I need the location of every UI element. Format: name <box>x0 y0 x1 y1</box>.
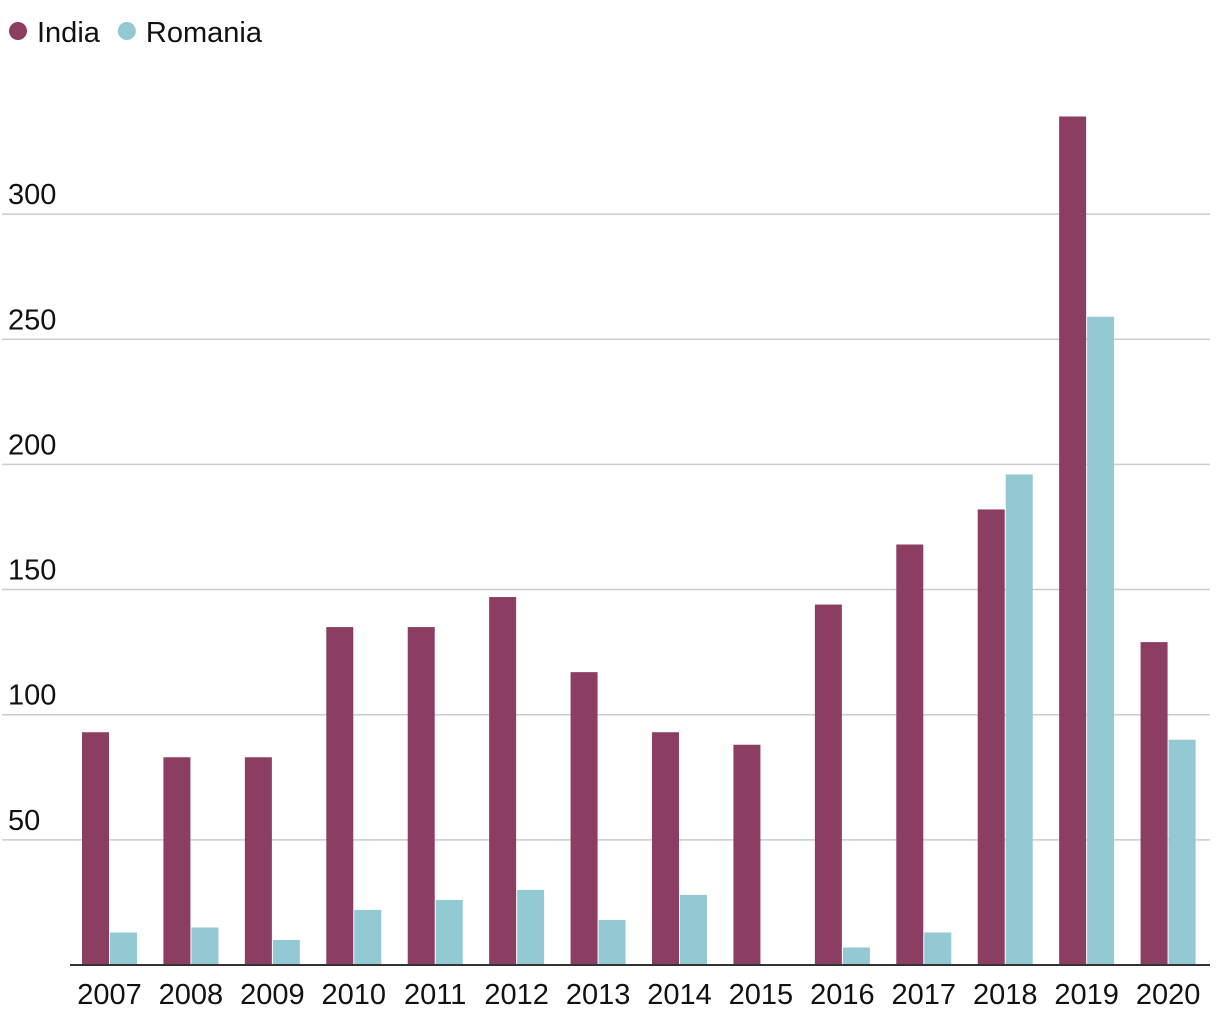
bar-romania-2007 <box>110 932 137 965</box>
x-tick-label-2014: 2014 <box>647 979 712 1011</box>
bar-india-2014 <box>652 732 679 965</box>
bar-india-2013 <box>570 672 598 965</box>
x-tick-label-2010: 2010 <box>322 979 387 1011</box>
bar-romania-2018 <box>1005 474 1033 965</box>
y-tick-label-150: 150 <box>8 555 56 587</box>
y-tick-label-100: 100 <box>8 680 56 712</box>
bar-romania-2009 <box>272 939 300 965</box>
bar-romania-2010 <box>354 909 382 965</box>
x-tick-label-2011: 2011 <box>404 979 466 1011</box>
bar-romania-2013 <box>598 919 626 965</box>
bar-india-2009 <box>244 757 272 965</box>
x-tick-label-2009: 2009 <box>240 979 305 1011</box>
y-tick-label-50: 50 <box>8 805 40 837</box>
legend: India Romania <box>9 17 263 49</box>
x-tick-label-2016: 2016 <box>810 979 875 1011</box>
x-tick-label-2008: 2008 <box>159 979 224 1011</box>
bar-romania-2020 <box>1168 739 1196 965</box>
x-tick-label-2018: 2018 <box>973 979 1038 1011</box>
y-tick-label-200: 200 <box>8 429 56 461</box>
y-tick-label-300: 300 <box>8 179 56 211</box>
bar-india-2018 <box>977 509 1005 965</box>
bar-india-2010 <box>326 627 354 965</box>
bar-romania-2016 <box>842 947 870 965</box>
x-tick-label-2015: 2015 <box>729 979 794 1011</box>
bar-romania-2008 <box>191 927 219 965</box>
x-tick-label-2017: 2017 <box>892 979 957 1011</box>
x-tick-label-2019: 2019 <box>1054 979 1119 1011</box>
bar-romania-2014 <box>680 894 707 965</box>
bar-romania-2019 <box>1087 316 1115 965</box>
x-tick-label-2020: 2020 <box>1136 979 1201 1011</box>
y-tick-label-250: 250 <box>8 304 56 336</box>
bar-india-2007 <box>82 732 109 965</box>
bar-india-2008 <box>163 757 191 965</box>
x-axis-ticks: 2007 2008 2009 2010 2011 2012 2013 2014 2015 2016… <box>77 979 1200 1011</box>
bar-india-2011 <box>407 627 435 965</box>
legend-label-romania: Romania <box>146 17 263 49</box>
x-tick-label-2012: 2012 <box>484 979 549 1011</box>
bar-india-2019 <box>1059 116 1087 965</box>
bar-india-2012 <box>489 597 517 965</box>
bars <box>82 116 1196 965</box>
bar-romania-2012 <box>517 889 545 965</box>
legend-marker-india <box>9 22 27 40</box>
bar-india-2016 <box>814 604 842 965</box>
y-axis-ticks: 50 100 150 200 250 300 <box>8 179 56 837</box>
bar-romania-2017 <box>924 932 952 965</box>
bar-romania-2011 <box>435 899 463 965</box>
legend-label-india: India <box>37 17 101 49</box>
bar-india-2020 <box>1140 642 1168 965</box>
legend-marker-romania <box>117 22 136 40</box>
x-tick-label-2007: 2007 <box>77 979 142 1011</box>
bar-india-2015 <box>733 744 761 965</box>
bar-india-2017 <box>896 544 924 965</box>
x-tick-label-2013: 2013 <box>566 979 631 1011</box>
